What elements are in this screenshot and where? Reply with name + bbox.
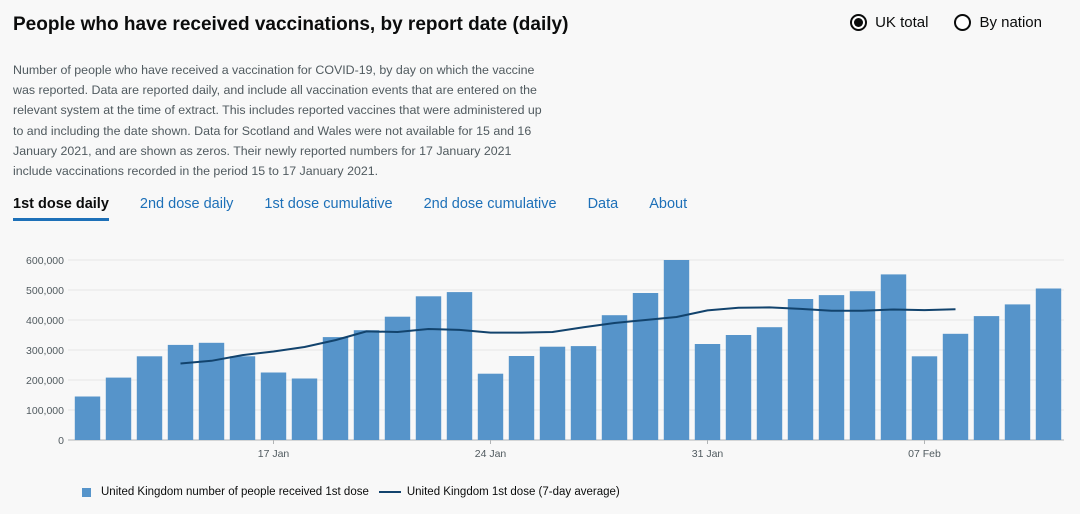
bar[interactable]	[1035, 288, 1062, 441]
bar[interactable]	[167, 344, 194, 440]
chart-description: Number of people who have received a vac…	[13, 63, 542, 179]
legend-item-bars[interactable]: United Kingdom number of people received…	[82, 486, 369, 498]
y-tick-label: 200,000	[26, 375, 64, 387]
bar[interactable]	[508, 356, 535, 440]
bar[interactable]	[818, 295, 845, 440]
y-tick-label: 0	[58, 435, 64, 447]
y-tick-label: 600,000	[26, 255, 64, 267]
seven-day-average-line[interactable]	[180, 306, 956, 365]
bar[interactable]	[477, 373, 504, 440]
x-tick-label: 17 Jan	[258, 448, 290, 460]
bar[interactable]	[725, 335, 752, 440]
chart-legend: United Kingdom number of people received…	[82, 486, 630, 498]
y-tick-label: 500,000	[26, 285, 64, 297]
radio-uk-total[interactable]: UK total	[850, 14, 928, 31]
area-type-radio-group: UK total By nation	[850, 14, 1042, 31]
radio-selected-icon[interactable]	[850, 14, 868, 31]
radio-by-nation-label: By nation	[979, 14, 1042, 31]
bar[interactable]	[446, 292, 473, 440]
legend-bar-swatch-icon	[82, 487, 91, 497]
bar[interactable]	[1004, 304, 1031, 440]
bar[interactable]	[880, 274, 907, 440]
bar[interactable]	[415, 296, 442, 440]
bar[interactable]	[601, 315, 628, 440]
bar[interactable]	[322, 337, 349, 440]
tab-1st-dose-daily[interactable]: 1st dose daily	[13, 196, 109, 221]
radio-by-nation[interactable]: By nation	[954, 14, 1042, 31]
tab-1st-dose-cumulative[interactable]: 1st dose cumulative	[264, 196, 393, 212]
tab-2nd-dose-daily[interactable]: 2nd dose daily	[139, 196, 234, 212]
bar[interactable]	[942, 333, 969, 440]
legend-bar-label: United Kingdom number of people received…	[101, 486, 369, 498]
legend-item-line[interactable]: United Kingdom 1st dose (7-day average)	[378, 486, 620, 498]
x-tick-label: 31 Jan	[692, 448, 724, 460]
bar[interactable]	[198, 342, 225, 440]
bar[interactable]	[74, 396, 101, 441]
x-tick-label: 24 Jan	[475, 448, 507, 460]
chart-tabs: 1st dose daily 2nd dose daily 1st dose c…	[13, 196, 687, 221]
y-tick-label: 300,000	[26, 345, 64, 357]
legend-line-swatch-icon	[378, 491, 401, 493]
bar[interactable]	[694, 344, 721, 440]
bar[interactable]	[756, 327, 783, 440]
chart-title: People who have received vaccinations, b…	[13, 14, 569, 35]
legend-line-label: United Kingdom 1st dose (7-day average)	[406, 486, 620, 498]
bar[interactable]	[632, 293, 659, 440]
radio-unselected-icon[interactable]	[954, 14, 972, 31]
tab-2nd-dose-cumulative[interactable]: 2nd dose cumulative	[423, 196, 557, 212]
bar[interactable]	[136, 356, 163, 440]
chart-area: 0 100,000 200,000 300,000 400,000 500,000 600,…	[0, 238, 1080, 478]
bar[interactable]	[787, 299, 814, 440]
bar[interactable]	[384, 316, 411, 440]
bar[interactable]	[291, 378, 318, 441]
bar[interactable]	[260, 372, 287, 441]
bar[interactable]	[570, 346, 597, 440]
bar[interactable]	[229, 356, 256, 440]
radio-uk-total-label: UK total	[875, 14, 929, 31]
bar[interactable]	[911, 356, 938, 440]
tab-about[interactable]: About	[649, 196, 688, 212]
vaccinations-bar-chart: 0 100,000 200,000 300,000 400,000 500,000 600,…	[26, 255, 1064, 460]
bar[interactable]	[849, 291, 876, 440]
bar[interactable]	[663, 260, 690, 440]
x-tick-label: 07 Feb	[908, 448, 941, 460]
bar[interactable]	[973, 316, 1000, 440]
tab-data[interactable]: Data	[587, 196, 619, 212]
y-tick-label: 100,000	[26, 405, 64, 417]
bar[interactable]	[539, 346, 566, 440]
bar[interactable]	[353, 330, 380, 440]
y-tick-label: 400,000	[26, 315, 64, 327]
bar[interactable]	[105, 377, 132, 440]
